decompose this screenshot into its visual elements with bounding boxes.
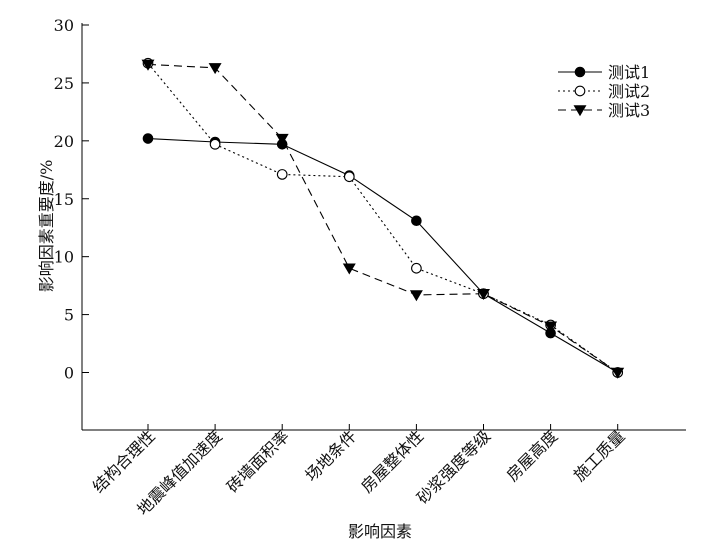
data-point — [411, 215, 422, 227]
x-tick-label: 房屋高度 — [503, 426, 562, 485]
legend-item: 测试1 — [558, 63, 650, 82]
series-line — [147, 137, 618, 373]
data-point — [208, 63, 222, 75]
legend-label: 测试2 — [608, 82, 650, 101]
legend-marker — [574, 66, 586, 78]
y-tick-label: 10 — [54, 248, 74, 267]
y-tick-label: 0 — [64, 364, 74, 383]
y-tick-label: 5 — [64, 306, 74, 325]
legend-marker — [573, 105, 587, 117]
x-axis-label: 影响因素 — [348, 522, 412, 541]
series-1 — [147, 137, 618, 373]
y-tick-label: 20 — [54, 132, 74, 151]
legend-label: 测试1 — [608, 63, 650, 82]
legend-item: 测试3 — [558, 101, 650, 120]
y-tick-label: 30 — [54, 16, 74, 35]
data-point — [209, 138, 221, 150]
x-tick-label: 场地条件 — [301, 426, 360, 485]
data-point — [142, 133, 154, 144]
y-tick-label: 25 — [54, 74, 74, 93]
data-point — [141, 59, 155, 71]
y-tick-label: 15 — [54, 190, 74, 209]
x-tick-label: 结构合理性 — [89, 426, 159, 496]
series-layer — [141, 57, 625, 379]
data-point — [544, 321, 558, 333]
x-tick-label: 施工质量 — [570, 426, 629, 485]
x-tick-label: 砖墙面积率 — [223, 426, 293, 496]
y-ticks: 0 5 10 15 20 25 30 — [54, 16, 89, 383]
data-point — [411, 262, 422, 274]
series-line — [147, 63, 619, 373]
data-point — [343, 171, 355, 183]
series-1-points — [142, 133, 624, 378]
data-point — [477, 289, 490, 301]
series-3-points — [141, 59, 625, 379]
legend-item: 测试2 — [558, 82, 650, 101]
data-point — [276, 169, 288, 180]
data-point — [275, 133, 289, 145]
legend-label: 测试3 — [608, 101, 650, 120]
data-point — [611, 367, 625, 379]
y-axis-label: 影响因素重要度/% — [37, 160, 56, 293]
x-tick-label: 房屋整体性 — [357, 426, 427, 496]
series-3 — [147, 63, 619, 373]
legend-marker — [574, 85, 586, 97]
data-point — [409, 290, 423, 302]
data-point — [342, 263, 356, 275]
